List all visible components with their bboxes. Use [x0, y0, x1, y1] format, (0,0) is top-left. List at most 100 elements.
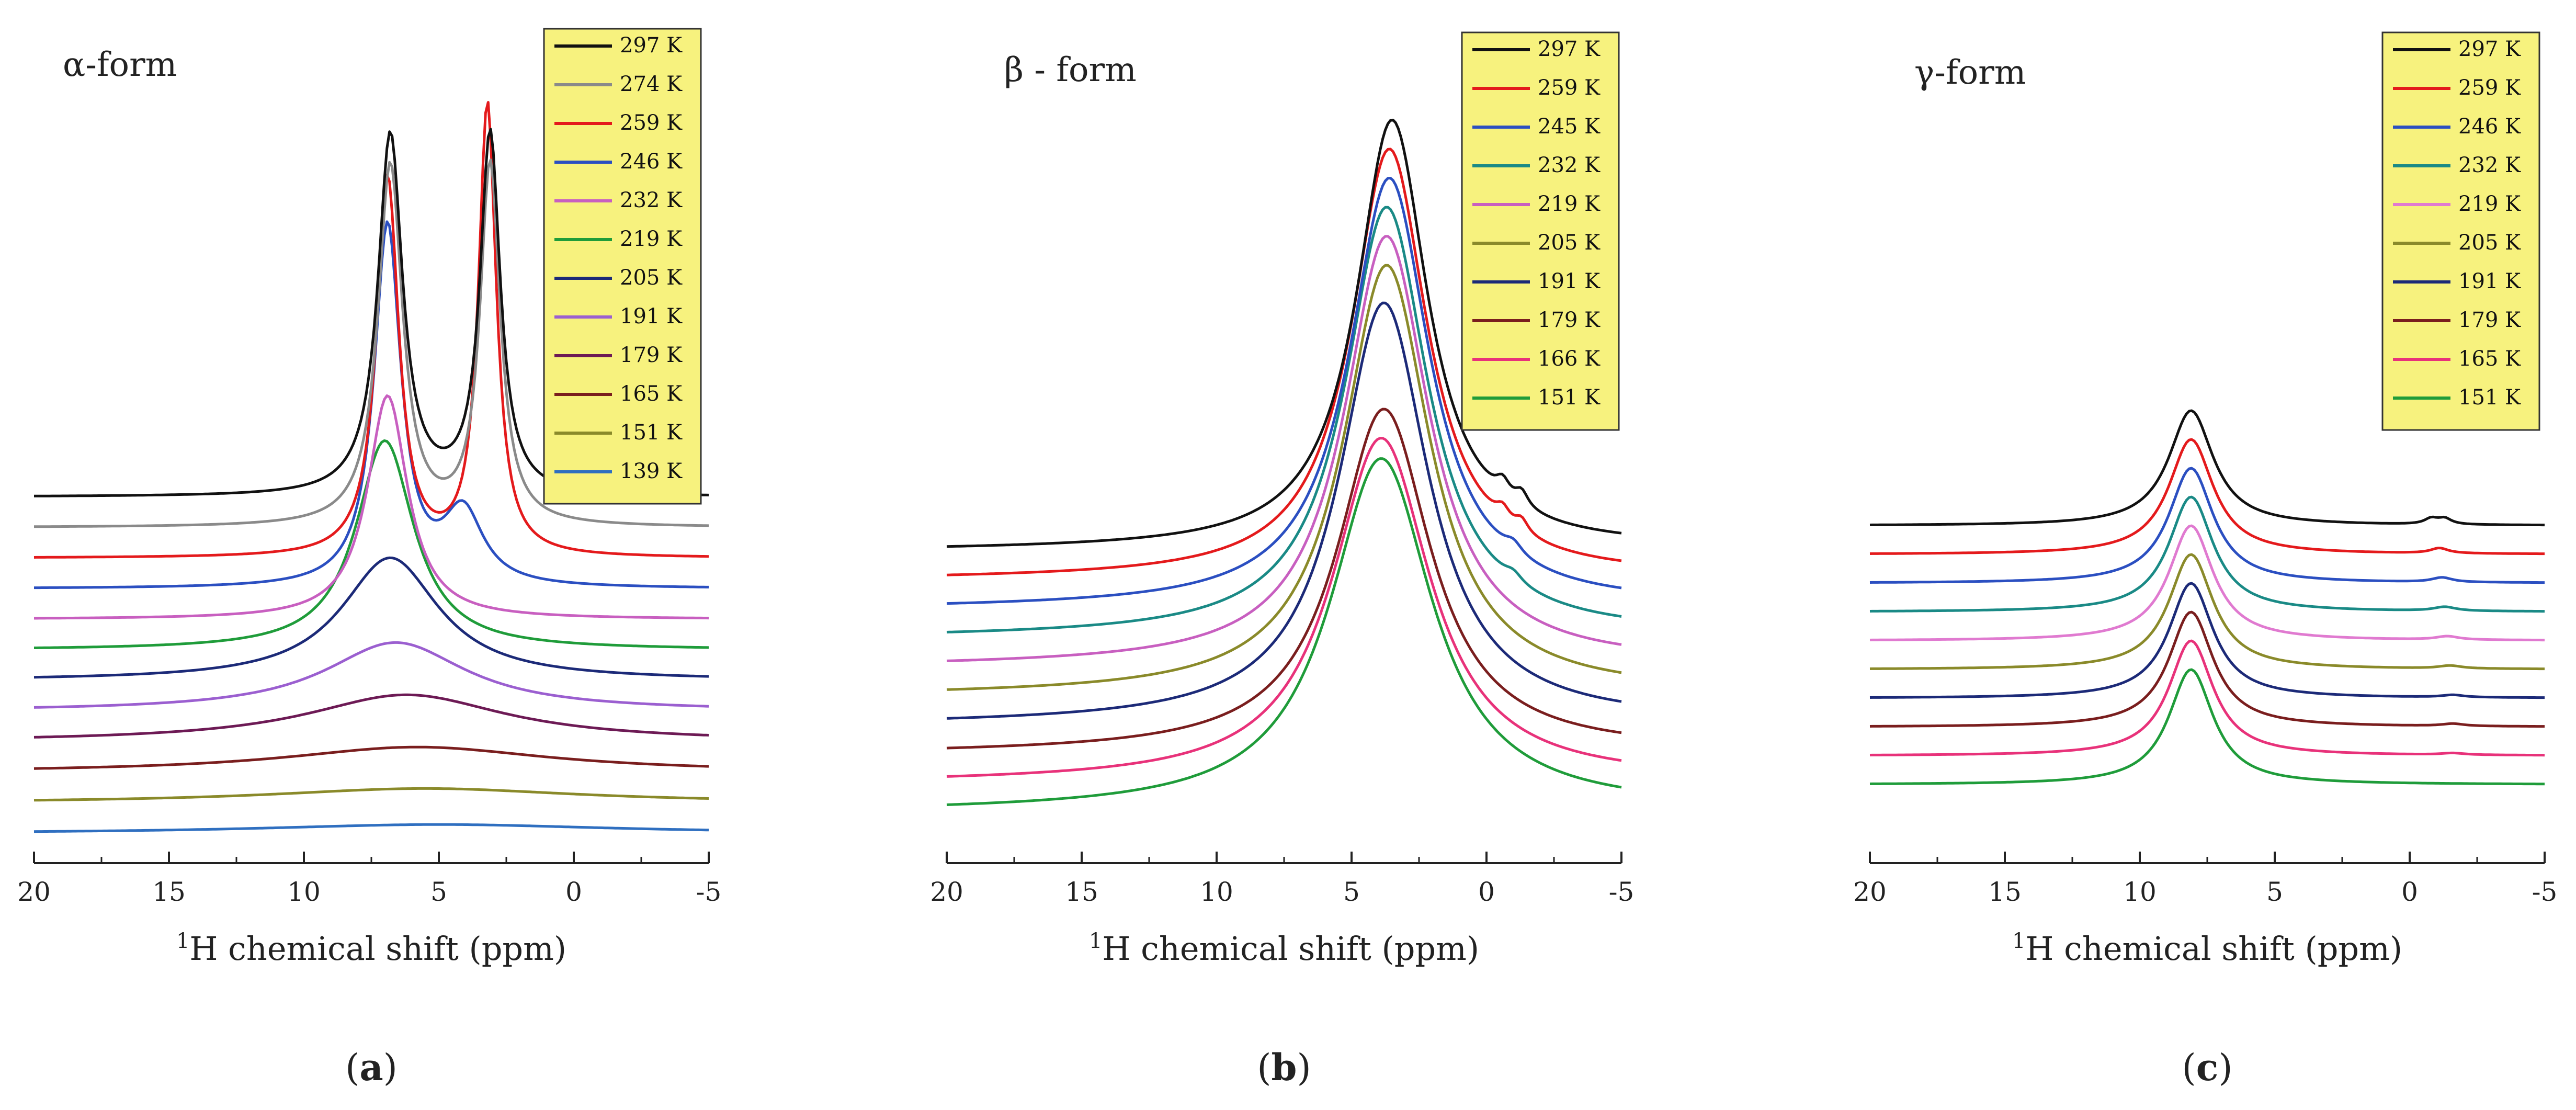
x-axis-label-sup: 1 [2012, 929, 2025, 953]
x-axis-label: 1H chemical shift (ppm) [1089, 929, 1479, 968]
panel-title: α-form [63, 46, 177, 84]
legend-label: 219 K [1538, 192, 1601, 216]
legend-label: 232 K [620, 188, 683, 212]
spectrum-line-151K [33, 787, 709, 802]
spectrum-line-259K [33, 101, 709, 559]
legend-label: 297 K [620, 33, 683, 58]
legend-box [2381, 31, 2540, 431]
caption-open: ( [345, 1046, 359, 1089]
x-tick-label: 15 [1988, 877, 2022, 907]
legend-label: 246 K [620, 150, 683, 174]
legend-label: 191 K [620, 304, 683, 329]
legend-label: 219 K [2458, 192, 2521, 216]
legend-label: 179 K [1538, 308, 1601, 332]
spectrum-line-179K [1869, 610, 2545, 728]
legend-label: 232 K [1538, 153, 1601, 177]
caption-close: ) [2218, 1046, 2232, 1089]
x-axis-label: 1H chemical shift (ppm) [176, 929, 566, 968]
spectrum-line-259K [1869, 438, 2545, 556]
spectrum-line-232K [1869, 495, 2545, 613]
x-axis-label-sup: 1 [176, 929, 189, 953]
legend-label: 297 K [2458, 37, 2521, 61]
x-tick-label: 20 [930, 877, 963, 907]
spectrum-line-245K [946, 177, 1622, 605]
legend-label: 191 K [2458, 269, 2521, 293]
x-tick-label: 10 [287, 877, 321, 907]
legend-label: 245 K [1538, 115, 1601, 139]
panel-b: 20 15 10 5 0 -5 1H chemical shift (ppm) β - for… [930, 31, 1635, 1089]
panel-caption: (c) [2182, 1046, 2232, 1089]
legend-label: 165 K [2458, 347, 2521, 371]
legend-label: 232 K [2458, 153, 2521, 177]
caption-letter: a [359, 1046, 383, 1089]
legend-label: 259 K [1538, 76, 1601, 100]
legend-label: 139 K [620, 459, 683, 483]
x-tick-label: 15 [1065, 877, 1098, 907]
x-axis-label: 1H chemical shift (ppm) [2012, 929, 2402, 968]
x-axis-label-sup: 1 [1089, 929, 1102, 953]
x-tick-label: 10 [2123, 877, 2157, 907]
x-tick-label: 0 [1478, 877, 1495, 907]
spectrum-line-205K [1869, 553, 2545, 671]
legend-label: 166 K [1538, 347, 1601, 371]
spectrum-line-297K [946, 118, 1622, 548]
legend-label: 259 K [2458, 76, 2521, 100]
spectrum-line-165K [33, 745, 709, 770]
caption-open: ( [2182, 1046, 2196, 1089]
x-axis-label-text: H chemical shift (ppm) [189, 930, 566, 968]
legend-label: 205 K [2458, 231, 2521, 255]
spectrum-line-151K [1869, 668, 2545, 786]
x-axis-label-text: H chemical shift (ppm) [1102, 930, 1479, 968]
x-tick-label: 10 [1200, 877, 1233, 907]
spectrum-line-219K [946, 235, 1622, 662]
spectrum-line-205K [33, 556, 709, 679]
legend-label: 179 K [620, 343, 683, 367]
legend-box [543, 28, 702, 505]
x-axis-label-text: H chemical shift (ppm) [2025, 930, 2402, 968]
spectrum-line-166K [946, 437, 1622, 778]
legend-label: 274 K [620, 72, 683, 96]
legend-label: 151 K [620, 421, 683, 445]
spectrum-line-191K [33, 641, 709, 709]
spectrum-line-165K [1869, 639, 2545, 757]
x-tick-label: 0 [565, 877, 582, 907]
panel-caption: (a) [345, 1046, 398, 1089]
caption-close: ) [383, 1046, 398, 1089]
spectrum-line-139K [33, 823, 709, 833]
spectrum-line-232K [34, 394, 709, 620]
legend-label: 219 K [620, 227, 683, 251]
caption-letter: b [1272, 1046, 1297, 1089]
panel-title: β - form [1004, 51, 1137, 89]
spectrum-line-297K [1869, 409, 2545, 527]
legend-label: 151 K [2458, 386, 2521, 410]
legend-label: 297 K [1538, 37, 1601, 61]
legend-label: 179 K [2458, 308, 2521, 332]
spectrum-line-259K [946, 148, 1622, 576]
x-tick-label: 20 [17, 877, 51, 907]
spectrum-line-151K [946, 457, 1622, 806]
x-tick-label: -5 [1609, 877, 1635, 907]
x-tick-label: -5 [2532, 877, 2558, 907]
x-tick-label: 5 [430, 877, 447, 907]
panel-caption: (b) [1257, 1046, 1311, 1089]
panel-c: 20 15 10 5 0 -5 1H chemical shift (ppm) γ-form 2… [1853, 31, 2558, 1089]
panel-title: γ-form [1914, 53, 2026, 92]
spectrum-line-191K [946, 301, 1622, 720]
caption-open: ( [1257, 1046, 1271, 1089]
spectrum-line-232K [946, 206, 1622, 633]
spectrum-line-191K [1869, 582, 2545, 699]
spectrum-line-205K [946, 264, 1622, 691]
x-tick-label: 5 [2266, 877, 2283, 907]
x-tick-label: -5 [696, 877, 722, 907]
legend-label: 259 K [620, 111, 683, 135]
legend-label: 246 K [2458, 115, 2521, 139]
caption-letter: c [2196, 1046, 2219, 1089]
spectrum-line-274K [34, 158, 709, 528]
x-tick-label: 5 [1343, 877, 1360, 907]
legend-label: 191 K [1538, 269, 1601, 293]
x-tick-label: 15 [152, 877, 186, 907]
legend-label: 205 K [620, 266, 683, 290]
spectrum-line-219K [1869, 524, 2545, 642]
legend-box [1461, 31, 1620, 431]
